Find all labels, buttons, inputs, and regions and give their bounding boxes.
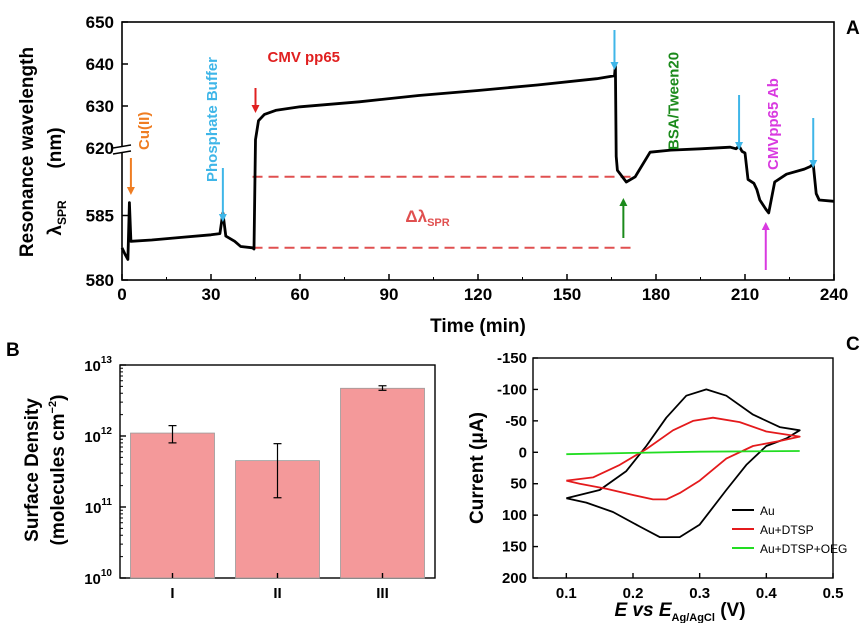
panel-c-y-tick-label: 150 — [502, 539, 527, 556]
panel-a-annotation-arrowhead — [218, 214, 227, 222]
panel-a-x-tick-label: 0 — [117, 285, 126, 304]
panel-b-y-tick-label: 1013 — [84, 355, 112, 375]
panel-c-x-axis-label: E vs EAg/AgCl (V) — [614, 600, 745, 623]
panel-a-x-tick-label: 210 — [731, 285, 759, 304]
panel-a-annotation-label: BSA/Tween20 — [665, 52, 682, 150]
panel-a-annotation-label: CMVpp65 Ab — [765, 78, 782, 170]
panel-a-data-trace — [120, 64, 835, 261]
panel-a-y-tick-label: 640 — [86, 55, 114, 74]
panel-c-series-line — [566, 450, 800, 456]
panel-label-c: C — [846, 334, 860, 355]
panel-b-bar — [130, 432, 215, 579]
panel-a-x-axis-label: Time (min) — [430, 316, 526, 337]
panel-b-y-axis-label: Surface Density — [22, 398, 43, 542]
panel-a-axis-break-gap — [114, 146, 130, 153]
panel-a-y-tick-label: 580 — [86, 271, 114, 290]
panel-a-y-symbol: λ — [45, 225, 66, 236]
panel-c-x-tick-label: 0.3 — [689, 585, 710, 602]
panel-a-axis-break-mark — [112, 150, 132, 155]
panel-a-annotation-label: Phosphate Buffer — [204, 57, 221, 182]
panel-c-x-tick-label: 0.4 — [756, 585, 778, 602]
panel-b-y-tick-label: 1011 — [85, 497, 113, 517]
panel-a-y-tick-label: 630 — [86, 97, 114, 116]
panel-a-y-axis-unit: (nm) — [45, 127, 66, 168]
panel-a-buffer-arrowhead — [809, 160, 818, 168]
panel-c-x-tick-label: 0.2 — [623, 585, 644, 602]
panel-c-series-line — [566, 416, 801, 501]
panel-a-x-tick-label: 120 — [464, 285, 492, 304]
panel-c-y-tick-label: 0 — [519, 444, 527, 461]
panel-b-x-tick-label: III — [376, 585, 389, 602]
panel-a-annotation-label: Cu(II) — [136, 112, 153, 150]
panel-c-legend-label: Au — [760, 504, 775, 518]
panel-a-y-axis-label: Resonance wavelength — [17, 47, 38, 257]
panel-a-y-tick-label: 585 — [86, 207, 114, 226]
panel-c-x-tick-label: 0.5 — [823, 585, 844, 602]
panel-a-frame — [121, 21, 835, 281]
panel-a-x-tick-label: 30 — [202, 285, 221, 304]
panel-a-y-tick-label: 650 — [86, 13, 114, 32]
panel-c-y-tick-label: -100 — [497, 381, 527, 398]
panel-a-x-tick-label: 150 — [553, 285, 581, 304]
panel-a-annotation-arrowhead — [619, 198, 628, 206]
panel-b-y-unit-close: ) — [48, 395, 69, 401]
panel-a-buffer-arrowhead — [735, 142, 744, 150]
panel-c-y-tick-label: -150 — [497, 350, 527, 367]
panel-c-y-tick-label: 100 — [502, 507, 527, 524]
panel-a-y-axis-symbol: λSPR — [45, 200, 69, 236]
panel-a-y-symbol-sub: SPR — [55, 200, 69, 225]
panel-a-shift-label: ΔλSPR — [405, 207, 449, 229]
panel-c-y-tick-label: 50 — [510, 476, 527, 493]
panel-a-annotation-arrowhead — [761, 222, 770, 230]
panel-c-series-line — [566, 388, 801, 538]
panel-c-y-tick-label: -50 — [505, 413, 527, 430]
panel-c-chart: 0.1 0.2 0.3 0.4 0.5 -150 -100 -50 0 50 100 150 200 Au… — [467, 350, 847, 623]
panel-label-a: A — [846, 18, 860, 39]
panel-b-y-unit-text: (molecules cm — [48, 413, 69, 545]
panel-c-legend-label: Au+DTSP — [760, 523, 814, 537]
panel-c-frame — [532, 357, 834, 579]
panel-a-x-tick-label: 240 — [820, 285, 848, 304]
panel-a-buffer-arrowhead — [610, 62, 619, 70]
panel-c-legend-label: Au+DTSP+OEG — [760, 542, 847, 556]
panel-a-chart: 0 30 60 90 120 150 180 210 240 580 585 620 630 640 650… — [17, 13, 848, 337]
panel-a-annotation-arrowhead — [251, 105, 260, 113]
panel-a-axis-break-mark — [112, 144, 132, 149]
panel-a-y-tick-label: 620 — [86, 139, 114, 158]
panel-a-annotation-label: CMV pp65 — [268, 49, 341, 66]
panel-a-x-tick-label: 180 — [642, 285, 670, 304]
panel-c-x-tick-label: 0.1 — [556, 585, 577, 602]
panel-b-y-tick-label: 1012 — [84, 426, 112, 446]
panel-a-x-tick-label: 60 — [291, 285, 310, 304]
panel-c-y-axis-label: Current (μA) — [467, 412, 488, 524]
panel-a-annotation-arrowhead — [126, 187, 135, 195]
panel-b-bar — [340, 387, 425, 579]
panel-a-x-tick-label: 90 — [380, 285, 399, 304]
panel-b-y-unit-sup: −2 — [47, 401, 59, 414]
panel-c-y-tick-label: 200 — [502, 570, 527, 587]
panel-b-x-tick-label: I — [170, 585, 174, 602]
panel-b-y-tick-label: 1010 — [84, 568, 112, 588]
panel-b-x-tick-label: II — [273, 585, 281, 602]
panel-b-y-axis-unit: (molecules cm−2) — [47, 395, 69, 546]
panel-label-b: B — [6, 340, 20, 361]
panel-a-trace-connector — [121, 65, 835, 262]
